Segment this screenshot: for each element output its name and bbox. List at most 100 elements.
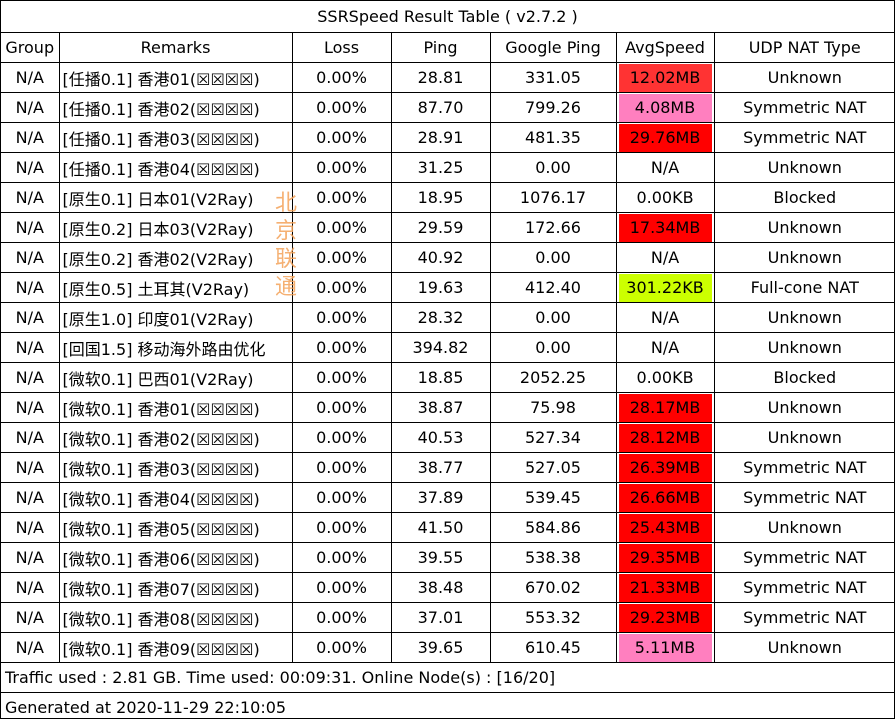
cell-avg-speed: 28.17MB bbox=[615, 392, 715, 423]
cell-loss: 0.00% bbox=[291, 182, 392, 213]
cell-avg-speed: 25.43MB bbox=[615, 512, 715, 543]
cell-avg-speed: 28.12MB bbox=[615, 422, 715, 453]
cell-ping: 40.92 bbox=[390, 242, 491, 273]
cell-group: N/A bbox=[1, 62, 60, 93]
cell-remarks: [原生0.5] 土耳其(V2Ray) bbox=[58, 272, 293, 303]
cell-ping: 18.95 bbox=[390, 182, 491, 213]
result-table: Group Remarks Loss Ping Google Ping AvgS… bbox=[1, 33, 895, 663]
cell-udp-nat-type: Unknown bbox=[713, 512, 895, 543]
cell-group: N/A bbox=[1, 632, 60, 663]
cell-google-ping: 75.98 bbox=[489, 392, 617, 423]
cell-group: N/A bbox=[1, 542, 60, 573]
avg-speed-value: 0.00KB bbox=[618, 183, 712, 212]
avg-speed-value: 25.43MB bbox=[618, 513, 712, 542]
cell-group: N/A bbox=[1, 212, 60, 243]
cell-avg-speed: 29.23MB bbox=[615, 602, 715, 633]
table-row: N/A [原生1.0] 印度01(V2Ray) 0.00% 28.32 0.00 N/A U… bbox=[1, 302, 895, 333]
cell-google-ping: 0.00 bbox=[489, 302, 617, 333]
cell-group: N/A bbox=[1, 302, 60, 333]
cell-ping: 19.63 bbox=[390, 272, 491, 303]
cell-avg-speed: 29.76MB bbox=[615, 122, 715, 153]
cell-google-ping: 539.45 bbox=[489, 482, 617, 513]
avg-speed-value: 28.17MB bbox=[618, 393, 712, 422]
cell-google-ping: 0.00 bbox=[489, 152, 617, 183]
cell-google-ping: 481.35 bbox=[489, 122, 617, 153]
cell-group: N/A bbox=[1, 452, 60, 483]
cell-avg-speed: 0.00KB bbox=[615, 362, 715, 393]
avg-speed-value: 5.11MB bbox=[618, 633, 712, 662]
cell-google-ping: 0.00 bbox=[489, 242, 617, 273]
generated-timestamp: Generated at 2020-11-29 22:10:05 bbox=[5, 698, 287, 717]
cell-loss: 0.00% bbox=[291, 452, 392, 483]
cell-avg-speed: 4.08MB bbox=[615, 92, 715, 123]
cell-group: N/A bbox=[1, 272, 60, 303]
cell-loss: 0.00% bbox=[291, 212, 392, 243]
cell-loss: 0.00% bbox=[291, 422, 392, 453]
traffic-summary: Traffic used : 2.81 GB. Time used: 00:09… bbox=[1, 663, 894, 693]
cell-udp-nat-type: Unknown bbox=[713, 332, 895, 363]
cell-remarks: [微软0.1] 香港04(☒☒☒☒) bbox=[58, 482, 293, 513]
cell-loss: 0.00% bbox=[291, 362, 392, 393]
cell-google-ping: 2052.25 bbox=[489, 362, 617, 393]
avg-speed-value: 21.33MB bbox=[618, 573, 712, 602]
avg-speed-value: 0.00KB bbox=[618, 363, 712, 392]
cell-remarks: [微软0.1] 香港07(☒☒☒☒) bbox=[58, 572, 293, 603]
cell-remarks: [微软0.1] 香港03(☒☒☒☒) bbox=[58, 452, 293, 483]
table-row: N/A [微软0.1] 香港07(☒☒☒☒) 0.00% 38.48 670.02 21.… bbox=[1, 572, 895, 603]
table-row: N/A [微软0.1] 香港06(☒☒☒☒) 0.00% 39.55 538.38 29.… bbox=[1, 542, 895, 573]
cell-google-ping: 527.05 bbox=[489, 452, 617, 483]
cell-remarks: [微软0.1] 香港01(☒☒☒☒) bbox=[58, 392, 293, 423]
cell-google-ping: 610.45 bbox=[489, 632, 617, 663]
cell-google-ping: 584.86 bbox=[489, 512, 617, 543]
header-udp-nat-type: UDP NAT Type bbox=[713, 33, 895, 63]
avg-speed-value: 29.35MB bbox=[618, 543, 712, 572]
cell-group: N/A bbox=[1, 92, 60, 123]
cell-remarks: [任播0.1] 香港02(☒☒☒☒) bbox=[58, 92, 293, 123]
cell-avg-speed: N/A bbox=[615, 152, 715, 183]
cell-avg-speed: 21.33MB bbox=[615, 572, 715, 603]
cell-remarks: [微软0.1] 香港08(☒☒☒☒) bbox=[58, 602, 293, 633]
cell-loss: 0.00% bbox=[291, 62, 392, 93]
cell-group: N/A bbox=[1, 332, 60, 363]
cell-avg-speed: 0.00KB bbox=[615, 182, 715, 213]
table-title: SSRSpeed Result Table ( v2.7.2 ) bbox=[1, 1, 894, 33]
cell-loss: 0.00% bbox=[291, 512, 392, 543]
cell-ping: 38.48 bbox=[390, 572, 491, 603]
cell-loss: 0.00% bbox=[291, 242, 392, 273]
cell-ping: 38.87 bbox=[390, 392, 491, 423]
cell-remarks: [微软0.1] 香港02(☒☒☒☒) bbox=[58, 422, 293, 453]
cell-group: N/A bbox=[1, 242, 60, 273]
cell-ping: 87.70 bbox=[390, 92, 491, 123]
header-remarks: Remarks bbox=[58, 33, 293, 63]
cell-google-ping: 527.34 bbox=[489, 422, 617, 453]
cell-ping: 31.25 bbox=[390, 152, 491, 183]
cell-ping: 40.53 bbox=[390, 422, 491, 453]
cell-ping: 28.32 bbox=[390, 302, 491, 333]
cell-remarks: [任播0.1] 香港04(☒☒☒☒) bbox=[58, 152, 293, 183]
cell-udp-nat-type: Symmetric NAT bbox=[713, 542, 895, 573]
table-row: N/A [微软0.1] 香港08(☒☒☒☒) 0.00% 37.01 553.32 29.… bbox=[1, 602, 895, 633]
cell-udp-nat-type: Symmetric NAT bbox=[713, 482, 895, 513]
cell-ping: 394.82 bbox=[390, 332, 491, 363]
avg-speed-value: N/A bbox=[618, 153, 712, 182]
cell-group: N/A bbox=[1, 482, 60, 513]
cell-ping: 18.85 bbox=[390, 362, 491, 393]
cell-google-ping: 1076.17 bbox=[489, 182, 617, 213]
avg-speed-value: 4.08MB bbox=[618, 93, 712, 122]
cell-remarks: [回国1.5] 移动海外路由优化 bbox=[58, 332, 293, 363]
table-row: N/A [任播0.1] 香港04(☒☒☒☒) 0.00% 31.25 0.00 N/A Un… bbox=[1, 152, 895, 183]
avg-speed-value: 301.22KB bbox=[618, 273, 712, 302]
cell-loss: 0.00% bbox=[291, 482, 392, 513]
cell-udp-nat-type: Unknown bbox=[713, 422, 895, 453]
cell-remarks: [原生0.2] 香港02(V2Ray) bbox=[58, 242, 293, 273]
cell-udp-nat-type: Symmetric NAT bbox=[713, 92, 895, 123]
cell-ping: 37.01 bbox=[390, 602, 491, 633]
cell-ping: 41.50 bbox=[390, 512, 491, 543]
cell-group: N/A bbox=[1, 572, 60, 603]
cell-avg-speed: N/A bbox=[615, 302, 715, 333]
cell-group: N/A bbox=[1, 512, 60, 543]
cell-avg-speed: N/A bbox=[615, 332, 715, 363]
cell-ping: 28.81 bbox=[390, 62, 491, 93]
header-group: Group bbox=[1, 33, 60, 63]
cell-udp-nat-type: Symmetric NAT bbox=[713, 572, 895, 603]
